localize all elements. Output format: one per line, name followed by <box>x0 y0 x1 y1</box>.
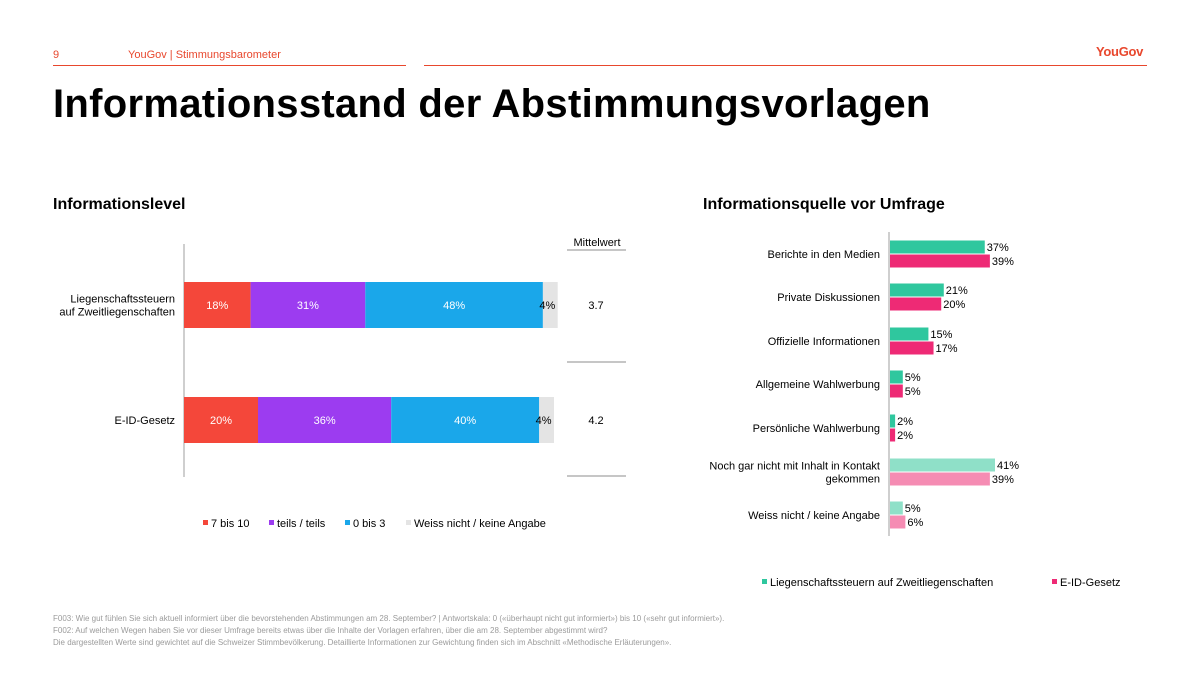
bar <box>890 515 906 529</box>
footnote-f003: F003: Wie gut fühlen Sie sich aktuell in… <box>53 614 725 623</box>
bar-segment <box>542 282 558 328</box>
page-number: 9 <box>53 49 60 61</box>
bar-segment <box>250 282 366 328</box>
data-label: 21% <box>946 285 968 297</box>
legend-label: Weiss nicht / keine Angabe <box>414 518 546 530</box>
category-label: Berichte in den Medien <box>767 249 880 261</box>
data-label: 40% <box>454 415 476 427</box>
bar-chart-informationsquelle: 37% 39% Berichte in den Medien 21% 20% Privat… <box>709 232 1121 589</box>
data-label: 18% <box>206 300 228 312</box>
category-label: Liegenschaftssteuern <box>70 294 175 306</box>
bar <box>890 297 942 311</box>
bar-segment <box>184 397 258 443</box>
bar-segment <box>539 397 554 443</box>
data-label: 2% <box>897 430 913 442</box>
bar-segment <box>365 282 543 328</box>
bar <box>890 254 990 268</box>
category-label: auf Zweitliegenschaften <box>59 307 175 319</box>
data-label: 4% <box>536 415 552 427</box>
header-divider-left <box>53 65 406 66</box>
data-label: 39% <box>992 256 1014 268</box>
category-label: Persönliche Wahlwerbung <box>753 423 880 435</box>
footnote-weighting: Die dargestellten Werte sind gewichtet a… <box>53 638 672 647</box>
footnotes: F003: Wie gut fühlen Sie sich aktuell in… <box>53 613 724 649</box>
data-label: 5% <box>905 372 921 384</box>
bar <box>890 283 944 297</box>
data-label: 48% <box>443 300 465 312</box>
legend-swatch <box>269 520 274 525</box>
category-label: Offizielle Informationen <box>768 336 880 348</box>
bar <box>890 341 934 355</box>
data-label: 2% <box>897 416 913 428</box>
page-title: Informationsstand der Abstimmungsvorlage… <box>53 82 931 126</box>
legend-label: E-ID-Gesetz <box>1060 577 1121 589</box>
legend-swatch <box>762 579 767 584</box>
legend-label: Liegenschaftssteuern auf Zweitliegenscha… <box>770 577 993 589</box>
data-label: 37% <box>987 242 1009 254</box>
chart-title-informationsquelle: Informationsquelle vor Umfrage <box>703 196 945 213</box>
data-label: 20% <box>210 415 232 427</box>
category-label: gekommen <box>826 474 880 486</box>
data-label: 17% <box>936 343 958 355</box>
mean-value: 3.7 <box>588 300 603 312</box>
bar <box>890 414 896 428</box>
data-label: 36% <box>314 415 336 427</box>
bar <box>890 384 903 398</box>
bar-segment <box>391 397 540 443</box>
bar <box>890 370 903 384</box>
bar <box>890 240 985 254</box>
data-label: 15% <box>930 329 952 341</box>
category-label: Private Diskussionen <box>777 292 880 304</box>
bar <box>890 501 903 515</box>
data-label: 5% <box>905 386 921 398</box>
legend-swatch <box>345 520 350 525</box>
data-label: 6% <box>907 517 923 529</box>
data-label: 41% <box>997 460 1019 472</box>
legend-label: 0 bis 3 <box>353 518 385 530</box>
header-source: YouGov | Stimmungsbarometer <box>128 49 281 61</box>
category-label: Weiss nicht / keine Angabe <box>748 510 880 522</box>
legend-swatch <box>203 520 208 525</box>
yougov-logo: YouGov <box>1096 44 1144 59</box>
category-label: Noch gar nicht mit Inhalt in Kontakt <box>709 461 880 473</box>
data-label: 39% <box>992 474 1014 486</box>
mean-header: Mittelwert <box>573 237 620 249</box>
bar-segment <box>258 397 392 443</box>
bar <box>890 327 929 341</box>
category-label: Allgemeine Wahlwerbung <box>756 379 880 391</box>
legend-swatch <box>406 520 411 525</box>
data-label: 31% <box>297 300 319 312</box>
data-label: 4% <box>539 300 555 312</box>
bar <box>890 428 896 442</box>
bar <box>890 458 995 472</box>
chart-title-informationslevel: Informationslevel <box>53 196 186 213</box>
data-label: 5% <box>905 503 921 515</box>
bar <box>890 472 990 486</box>
legend-label: 7 bis 10 <box>211 518 250 530</box>
category-label: E-ID-Gesetz <box>114 415 175 427</box>
legend-swatch <box>1052 579 1057 584</box>
legend-label: teils / teils <box>277 518 326 530</box>
mean-value: 4.2 <box>588 415 603 427</box>
data-label: 20% <box>943 299 965 311</box>
header-divider-right <box>424 65 1147 66</box>
bar-segment <box>184 282 251 328</box>
footnote-f002: F002: Auf welchen Wegen haben Sie vor di… <box>53 626 608 635</box>
